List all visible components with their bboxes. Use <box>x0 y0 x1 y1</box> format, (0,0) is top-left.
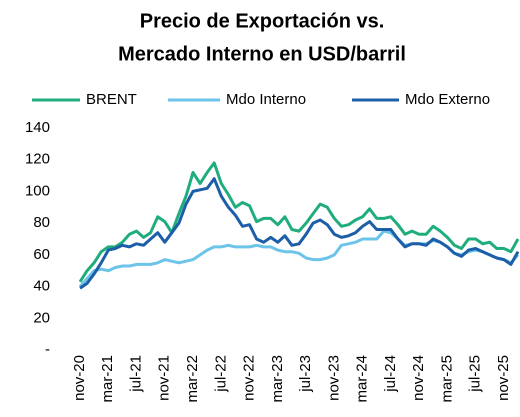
y-tick-label: 60 <box>33 246 50 263</box>
x-tick-label: jul-22 <box>212 355 229 393</box>
x-tick-label: mar-23 <box>269 355 286 403</box>
legend-label: Mdo Externo <box>405 91 490 108</box>
y-tick-label: 80 <box>33 214 50 231</box>
y-tick-label: 100 <box>25 182 50 199</box>
x-tick-label: jul-21 <box>127 355 144 393</box>
x-tick-label: nov-22 <box>241 355 258 401</box>
x-tick-label: nov-20 <box>71 355 88 401</box>
x-tick-label: mar-24 <box>354 355 371 403</box>
x-tick-label: mar-21 <box>99 355 116 403</box>
x-tick-label: nov-24 <box>410 355 427 401</box>
x-tick-label: mar-22 <box>184 355 201 403</box>
x-tick-label: jul-25 <box>467 355 484 393</box>
y-tick-label: 140 <box>25 119 50 136</box>
x-tick-label: nov-25 <box>495 355 512 401</box>
x-tick-label: nov-21 <box>156 355 173 401</box>
y-tick-label: 120 <box>25 151 50 168</box>
y-tick-label: 40 <box>33 278 50 295</box>
x-tick-label: jul-23 <box>297 355 314 393</box>
legend-label: Mdo Interno <box>226 91 306 108</box>
x-tick-label: nov-23 <box>325 355 342 401</box>
chart-title: Mercado Interno en USD/barril <box>118 43 406 65</box>
series-line <box>78 229 520 288</box>
legend-label: BRENT <box>86 91 137 108</box>
chart-title: Precio de Exportación vs. <box>140 10 385 32</box>
x-tick-label: mar-25 <box>438 355 455 403</box>
series-line <box>78 161 520 283</box>
y-tick-label: 20 <box>33 309 50 326</box>
x-tick-label: jul-24 <box>382 355 399 393</box>
series-line <box>79 177 520 290</box>
y-tick-label: - <box>45 341 50 358</box>
